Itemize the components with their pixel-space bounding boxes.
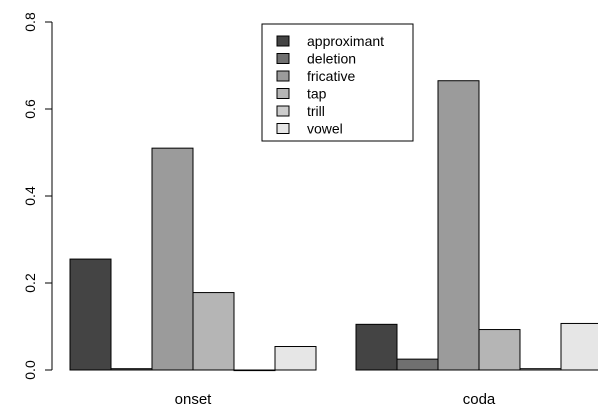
legend-swatch-approximant	[276, 35, 290, 47]
legend-label-vowel: vowel	[307, 121, 343, 137]
bar-onset-deletion	[110, 368, 153, 371]
bar-coda-trill	[519, 368, 562, 371]
y-tick-label: 0.0	[22, 360, 38, 380]
legend-swatch-deletion	[276, 53, 290, 64]
y-axis: 0.0 0.2 0.4 0.6 0.8	[22, 12, 53, 380]
bar-onset-tap	[192, 292, 235, 371]
legend-swatch-trill	[276, 105, 290, 117]
bar-coda-fricative	[437, 80, 480, 371]
legend-label-deletion: deletion	[307, 51, 356, 67]
y-tick-label: 0.2	[22, 273, 38, 293]
legend-swatch-vowel	[276, 123, 290, 134]
y-tick-label: 0.6	[22, 99, 38, 119]
bar-onset-approximant	[69, 258, 112, 371]
legend-label-trill: trill	[307, 103, 325, 119]
bar-coda-tap	[478, 329, 521, 371]
category-labels: onset coda	[175, 391, 496, 408]
legend-swatch-fricative	[276, 70, 290, 82]
y-tick-label: 0.8	[22, 12, 38, 32]
bar-onset-vowel	[274, 346, 317, 371]
category-label-coda: coda	[463, 391, 496, 408]
bar-onset-trill	[233, 369, 276, 372]
bar-coda-deletion	[396, 358, 439, 371]
legend-label-tap: tap	[307, 86, 327, 102]
legend-label-approximant: approximant	[307, 33, 384, 49]
legend-swatch-tap	[276, 88, 290, 99]
bar-coda-vowel	[560, 322, 598, 371]
legend-label-fricative: fricative	[307, 68, 355, 84]
bar-coda-approximant	[355, 323, 398, 371]
bars	[69, 80, 598, 372]
category-label-onset: onset	[175, 391, 213, 408]
y-tick-label: 0.4	[22, 186, 38, 206]
bar-onset-fricative	[151, 147, 194, 371]
